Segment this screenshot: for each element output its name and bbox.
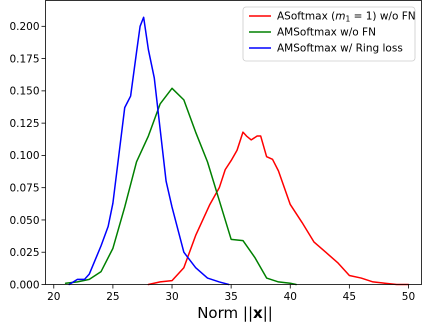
x-tick-label: 50 xyxy=(402,291,415,303)
x-axis-title-suffix: || xyxy=(263,304,273,322)
series-line-1 xyxy=(147,131,410,286)
series-line-2 xyxy=(64,87,297,286)
y-tick-label: 0.025 xyxy=(9,247,39,259)
x-tick-label: 20 xyxy=(47,291,60,303)
x-axis-title-bold: x xyxy=(253,304,263,322)
y-tick-label: 0.150 xyxy=(9,86,39,98)
legend-label-asoftmax-prefix: ASoftmax ( xyxy=(277,11,335,23)
x-tick-label: 30 xyxy=(165,291,178,303)
chart-legend: ASoftmax (m1 = 1) w/o FN AMSoftmax w/o F… xyxy=(242,6,416,62)
legend-label-asoftmax-eq: = 1 xyxy=(350,11,372,23)
x-axis-title: Norm ||x|| xyxy=(197,304,273,322)
legend-label-amsoftmax: AMSoftmax w/o FN xyxy=(277,27,376,39)
legend-label-asoftmax-suffix: ) w/o FN xyxy=(372,11,415,23)
legend-label-asoftmax-m: m xyxy=(335,11,345,23)
legend-label-asoftmax-sub: 1 xyxy=(345,15,350,24)
y-tick-label: 0.075 xyxy=(9,182,39,194)
legend-box xyxy=(242,6,416,62)
x-tick-label: 35 xyxy=(224,291,237,303)
y-tick-label: 0.050 xyxy=(9,215,39,227)
x-tick-label: 25 xyxy=(106,291,119,303)
x-axis: 20 25 30 35 40 45 50 xyxy=(47,284,415,303)
y-tick-label: 0.175 xyxy=(9,53,39,65)
series-line-3 xyxy=(68,16,230,286)
y-tick-label: 0.100 xyxy=(9,150,39,162)
y-tick-label: 0.200 xyxy=(9,21,39,33)
legend-label-ring-loss: AMSoftmax w/ Ring loss xyxy=(277,43,403,55)
y-tick-label: 0.125 xyxy=(9,118,39,130)
x-tick-label: 40 xyxy=(284,291,297,303)
y-tick-label: 0.000 xyxy=(9,279,39,291)
legend-label-asoftmax: ASoftmax (m1 = 1) w/o FN xyxy=(277,11,416,24)
x-axis-title-prefix: Norm || xyxy=(197,304,253,322)
series-layer xyxy=(64,16,410,286)
x-tick-label: 45 xyxy=(343,291,356,303)
y-axis: 0.000 0.025 0.050 0.075 0.100 0.125 0.150 0.175… xyxy=(9,21,46,291)
